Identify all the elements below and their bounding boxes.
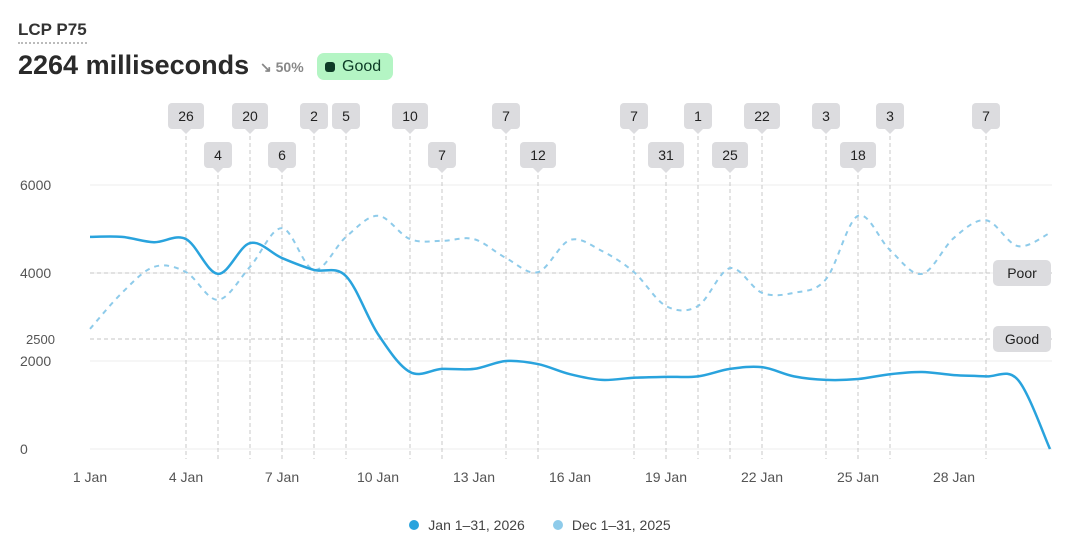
y-tick-label: 0	[20, 441, 28, 457]
delta: ↘ 50%	[260, 59, 304, 76]
annotation-label: 2	[310, 108, 318, 124]
x-tick-label: 22 Jan	[741, 469, 783, 485]
annotation-label: 31	[658, 147, 674, 163]
annotation-marker	[876, 103, 904, 129]
metric-title[interactable]: LCP P75	[18, 20, 87, 44]
annotation-label: 20	[242, 108, 258, 124]
x-tick-label: 19 Jan	[645, 469, 687, 485]
threshold-badge	[993, 260, 1051, 286]
status-dot-icon	[325, 61, 335, 72]
y-tick-label: 2000	[20, 353, 51, 369]
annotation-label: 7	[982, 108, 990, 124]
annotation-label: 12	[530, 147, 546, 163]
annotation-marker	[428, 142, 456, 168]
legend-label: Dec 1–31, 2025	[571, 517, 671, 533]
annotation-marker	[972, 103, 1000, 129]
annotation-marker	[520, 142, 556, 168]
annotation-pointer	[405, 129, 415, 134]
annotation-label: 1	[694, 108, 702, 124]
annotation-label: 6	[278, 147, 286, 163]
annotation-marker	[168, 103, 204, 129]
x-tick-label: 1 Jan	[73, 469, 107, 485]
x-tick-label: 10 Jan	[357, 469, 399, 485]
annotation-label: 4	[214, 147, 222, 163]
legend-dot-icon	[552, 520, 563, 530]
x-tick-label: 25 Jan	[837, 469, 879, 485]
legend-label: Jan 1–31, 2026	[428, 517, 525, 533]
annotation-label: 26	[178, 108, 194, 124]
annotation-marker	[648, 142, 684, 168]
annotation-marker	[492, 103, 520, 129]
annotation-pointer	[661, 168, 671, 173]
status-label: Good	[342, 57, 382, 75]
x-tick-label: 7 Jan	[265, 469, 299, 485]
annotation-label: 7	[438, 147, 446, 163]
annotation-marker	[840, 142, 876, 168]
annotation-pointer	[885, 129, 895, 134]
annotation-label: 7	[502, 108, 510, 124]
legend: Jan 1–31, 2026 Dec 1–31, 2025	[0, 517, 1080, 533]
annotation-label: 5	[342, 108, 350, 124]
annotation-pointer	[501, 129, 511, 134]
threshold-badge	[993, 326, 1051, 352]
annotation-pointer	[181, 129, 191, 134]
annotation-marker	[712, 142, 748, 168]
annotation-pointer	[437, 168, 447, 173]
annotation-marker	[300, 103, 328, 129]
annotation-label: 3	[886, 108, 894, 124]
annotation-pointer	[341, 129, 351, 134]
annotation-pointer	[853, 168, 863, 173]
metric-value: 2264 milliseconds	[18, 50, 250, 80]
annotation-pointer	[277, 168, 287, 173]
x-tick-label: 28 Jan	[933, 469, 975, 485]
x-tick-label: 16 Jan	[549, 469, 591, 485]
annotation-pointer	[693, 129, 703, 134]
annotation-pointer	[725, 168, 735, 173]
series-line-current	[89, 235, 1052, 450]
annotation-pointer	[629, 129, 639, 134]
annotation-marker	[332, 103, 360, 129]
annotation-marker	[268, 142, 296, 168]
x-tick-label: 13 Jan	[453, 469, 495, 485]
arrow-down-right-icon: ↘	[260, 59, 272, 75]
annotation-label: 22	[754, 108, 770, 124]
status-badge: Good	[317, 53, 394, 80]
annotation-label: 10	[402, 108, 418, 124]
annotation-marker	[744, 103, 780, 129]
annotation-pointer	[245, 129, 255, 134]
annotation-label: 7	[630, 108, 638, 124]
legend-dot-icon	[409, 520, 420, 530]
series-line-previous	[89, 214, 1051, 330]
annotation-marker	[684, 103, 712, 129]
annotation-marker	[812, 103, 840, 129]
annotation-label: 25	[722, 147, 738, 163]
annotation-label: 3	[822, 108, 830, 124]
annotation-marker	[204, 142, 232, 168]
annotation-pointer	[533, 168, 543, 173]
delta-value: 50%	[275, 59, 304, 75]
annotation-pointer	[213, 168, 223, 173]
annotation-label: 18	[850, 147, 866, 163]
annotation-pointer	[757, 129, 767, 134]
y-tick-label: 4000	[20, 265, 51, 281]
threshold-label: Poor	[1007, 265, 1037, 281]
legend-item-previous[interactable]: Dec 1–31, 2025	[552, 517, 671, 533]
annotation-pointer	[309, 129, 319, 134]
annotation-pointer	[821, 129, 831, 134]
y-tick-label: 2500	[26, 332, 55, 347]
annotation-marker	[232, 103, 268, 129]
x-tick-label: 4 Jan	[169, 469, 203, 485]
annotation-pointer	[981, 129, 991, 134]
annotation-marker	[392, 103, 428, 129]
annotation-marker	[620, 103, 648, 129]
threshold-label: Good	[1005, 331, 1039, 347]
y-tick-label: 6000	[20, 177, 51, 193]
legend-item-current[interactable]: Jan 1–31, 2026	[409, 517, 525, 533]
